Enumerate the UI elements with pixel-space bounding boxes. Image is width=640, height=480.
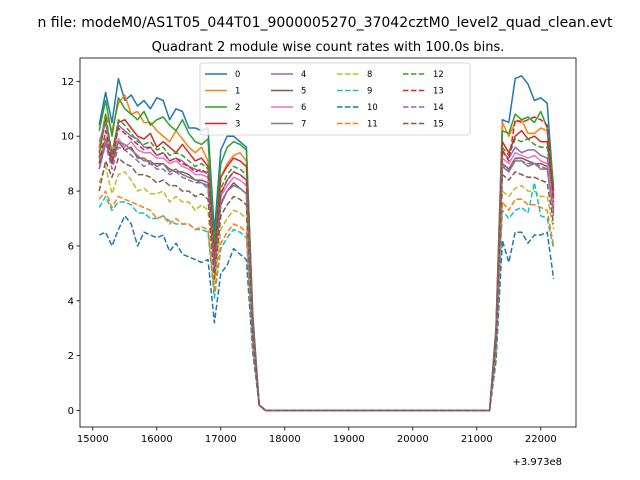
legend-label-13: 13: [433, 86, 444, 96]
x-tick-label: 19000: [333, 434, 365, 445]
legend-label-2: 2: [235, 102, 240, 112]
series-line-0: [98, 75, 555, 412]
legend-label-6: 6: [301, 102, 306, 112]
y-tick-label: 4: [68, 296, 74, 307]
legend-label-12: 12: [433, 69, 444, 79]
figure-suptitle: n file: modeM0/AS1T05_044T01_9000005270_…: [37, 15, 613, 31]
y-tick-label: 2: [68, 351, 74, 362]
legend-label-4: 4: [301, 69, 306, 79]
legend-label-11: 11: [367, 119, 378, 129]
series-line-11: [98, 190, 555, 412]
series-group: [98, 75, 555, 412]
y-tick-label: 6: [68, 241, 74, 252]
series-line-15: [98, 157, 555, 412]
x-tick-label: 22000: [525, 434, 557, 445]
legend-label-5: 5: [301, 86, 306, 96]
y-tick-label: 0: [68, 406, 74, 417]
legend-label-14: 14: [433, 102, 444, 112]
x-tick-label: 16000: [141, 434, 173, 445]
y-tick-label: 12: [61, 77, 74, 88]
series-line-8: [98, 165, 555, 412]
x-tick-label: 15000: [77, 434, 109, 445]
series-line-2: [98, 97, 555, 412]
chart-title: Quadrant 2 module wise count rates with …: [152, 40, 505, 55]
x-offset-label: +3.973e8: [512, 457, 562, 468]
x-tick-label: 18000: [269, 434, 301, 445]
series-line-10: [98, 215, 555, 412]
series-line-13: [98, 116, 555, 412]
legend-label-10: 10: [367, 102, 378, 112]
series-line-12: [98, 113, 555, 412]
plot-area: [98, 75, 555, 412]
x-tick-label: 20000: [397, 434, 429, 445]
axes-frame: [79, 57, 577, 428]
legend-label-9: 9: [367, 86, 372, 96]
legend-box: [199, 62, 471, 136]
legend-label-1: 1: [235, 86, 240, 96]
x-tick-label: 17000: [205, 434, 237, 445]
axes: 15000 16000 17000 18000 19000 20000 21000 22000…: [61, 57, 577, 445]
y-tick-label: 10: [61, 132, 74, 143]
legend-label-7: 7: [301, 119, 306, 129]
y-tick-label: 8: [68, 187, 74, 198]
x-tick-label: 21000: [461, 434, 493, 445]
legend-label-8: 8: [367, 69, 372, 79]
legend-label-0: 0: [235, 69, 240, 79]
series-line-14: [98, 143, 555, 412]
legend-label-3: 3: [235, 119, 240, 129]
legend-label-15: 15: [433, 119, 444, 129]
